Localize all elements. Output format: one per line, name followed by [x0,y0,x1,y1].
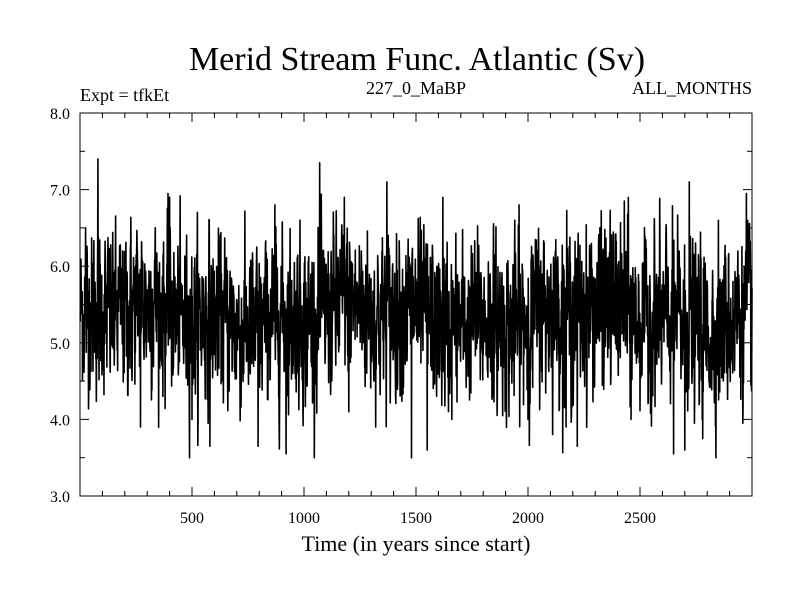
x-tick-label: 2000 [512,510,544,527]
series-line [79,158,753,459]
y-tick-label: 4.0 [50,412,70,429]
x-axis-label: Time (in years since start) [302,531,531,556]
experiment-label: Expt = tfkEt [80,85,169,105]
x-tick-label: 1500 [400,510,432,527]
chart-title: Merid Stream Func. Atlantic (Sv) [189,41,645,78]
y-tick-label: 5.0 [50,336,70,353]
y-tick-label: 7.0 [50,183,70,200]
period-label: 227_0_MaBP [366,78,466,98]
y-tick-label: 3.0 [50,489,70,506]
plot-frame [79,112,753,497]
y-tick-label: 6.0 [50,259,70,276]
y-tick-label: 8.0 [50,106,70,123]
x-tick-label: 1000 [288,510,320,527]
x-tick-label: 2500 [624,510,656,527]
months-label: ALL_MONTHS [632,78,752,98]
x-tick-label: 500 [180,510,204,527]
